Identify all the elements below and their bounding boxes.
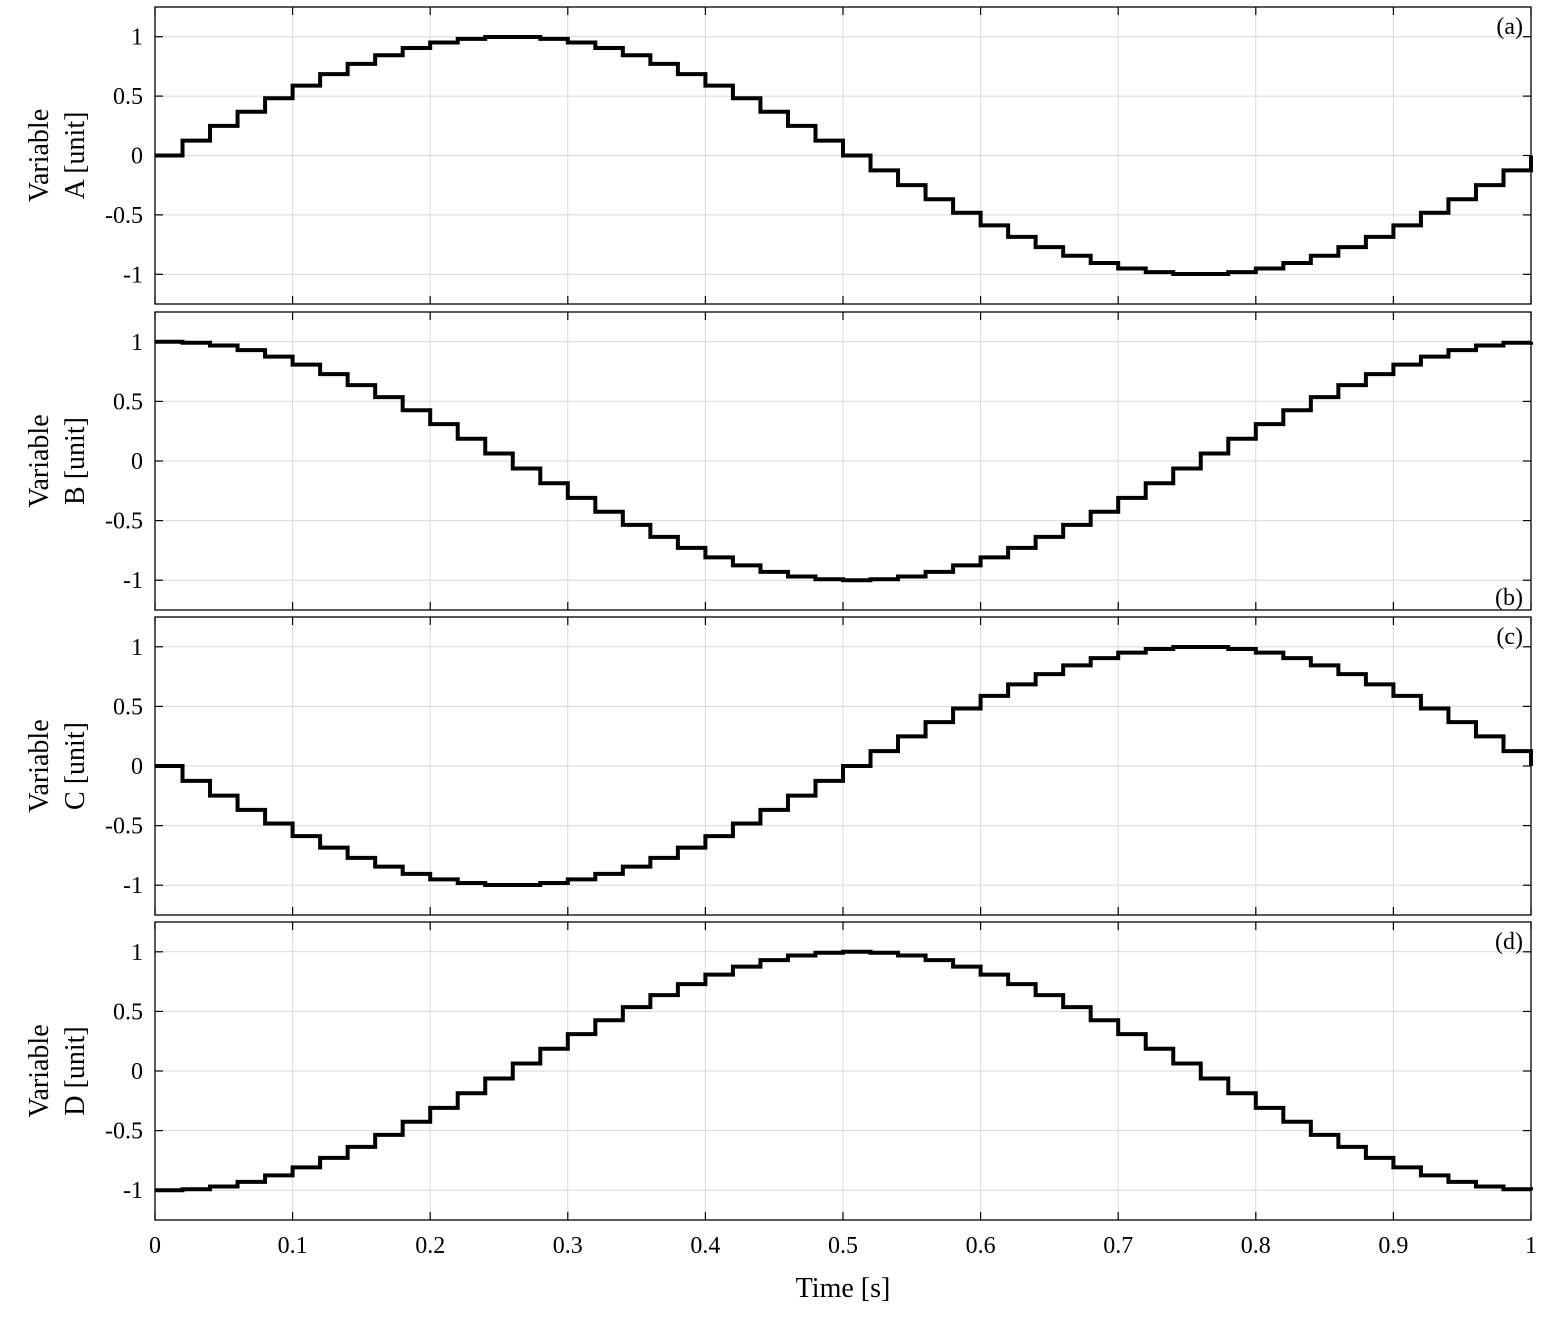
plot-frame [154,921,1532,1221]
x-tick-label: 0.7 [1103,1233,1133,1259]
panel-label-c: (c) [1496,624,1523,650]
panel-a: -1 -0.5 0 0.5 1 Variable A [unit] (a) [24,6,1533,305]
y-axis-label-line2: C [unit] [60,722,91,810]
x-axis-label: Time [s] [796,1273,891,1304]
panel-label-a: (a) [1496,14,1523,40]
y-tick-label: 1 [131,940,143,966]
panel-b: -1 -0.5 0 0.5 1 Variable B [unit] (b) [24,311,1533,611]
y-tick-label: 1 [131,25,143,51]
x-tick-label: 0.1 [278,1233,308,1259]
y-axis-label-line1: Variable [24,414,55,507]
x-tick-label: 0 [149,1233,161,1259]
panel-c: -1 -0.5 0 0.5 1 Variable C [unit] (c) [24,616,1533,916]
series-line-d [155,949,1533,1193]
y-tick-label: 0.5 [113,694,143,720]
plot-frame [154,311,1532,611]
y-tick-label: -0.5 [105,203,143,229]
y-tick-label: -1 [123,568,143,594]
panel-label-d: (d) [1495,929,1523,955]
y-tick-label: 0 [131,144,143,170]
y-axis-label-line1: Variable [24,109,55,202]
series-line-a [155,34,1533,277]
series-line-b [155,339,1533,583]
panel-d: -1 -0.5 0 0.5 1 Variable D [unit] (d) 0 0.1 0.2 0.3… [24,921,1537,1304]
y-tick-label: -0.5 [105,1119,143,1145]
series-line-c [155,645,1533,887]
y-tick-label: -0.5 [105,509,143,535]
x-tick-label: 0.3 [553,1233,583,1259]
y-tick-label: 0.5 [113,999,143,1025]
y-tick-label: 0.5 [113,389,143,415]
y-tick-label: 0.5 [113,84,143,110]
panel-label-b: (b) [1495,585,1523,611]
y-tick-label: 1 [131,330,143,356]
y-tick-label: -0.5 [105,814,143,840]
y-tick-label: -1 [123,873,143,899]
y-tick-label: -1 [123,1178,143,1204]
x-tick-label: 0.8 [1241,1233,1271,1259]
x-tick-label: 0.6 [966,1233,996,1259]
y-axis-label-line1: Variable [24,719,55,812]
x-tick-label: 0.9 [1378,1233,1408,1259]
x-tick-label: 1 [1525,1233,1537,1259]
y-tick-label: -1 [123,262,143,288]
y-tick-label: 0 [131,754,143,780]
x-tick-label: 0.4 [690,1233,720,1259]
y-tick-label: 0 [131,1059,143,1085]
y-axis-label-line2: B [unit] [60,417,91,505]
y-axis-label-line1: Variable [24,1024,55,1117]
y-tick-label: 1 [131,635,143,661]
x-tick-label: 0.2 [415,1233,445,1259]
y-tick-label: 0 [131,449,143,475]
y-axis-label-line2: A [unit] [60,112,91,200]
x-tick-label: 0.5 [828,1233,858,1259]
y-axis-label-line2: D [unit] [60,1026,91,1115]
